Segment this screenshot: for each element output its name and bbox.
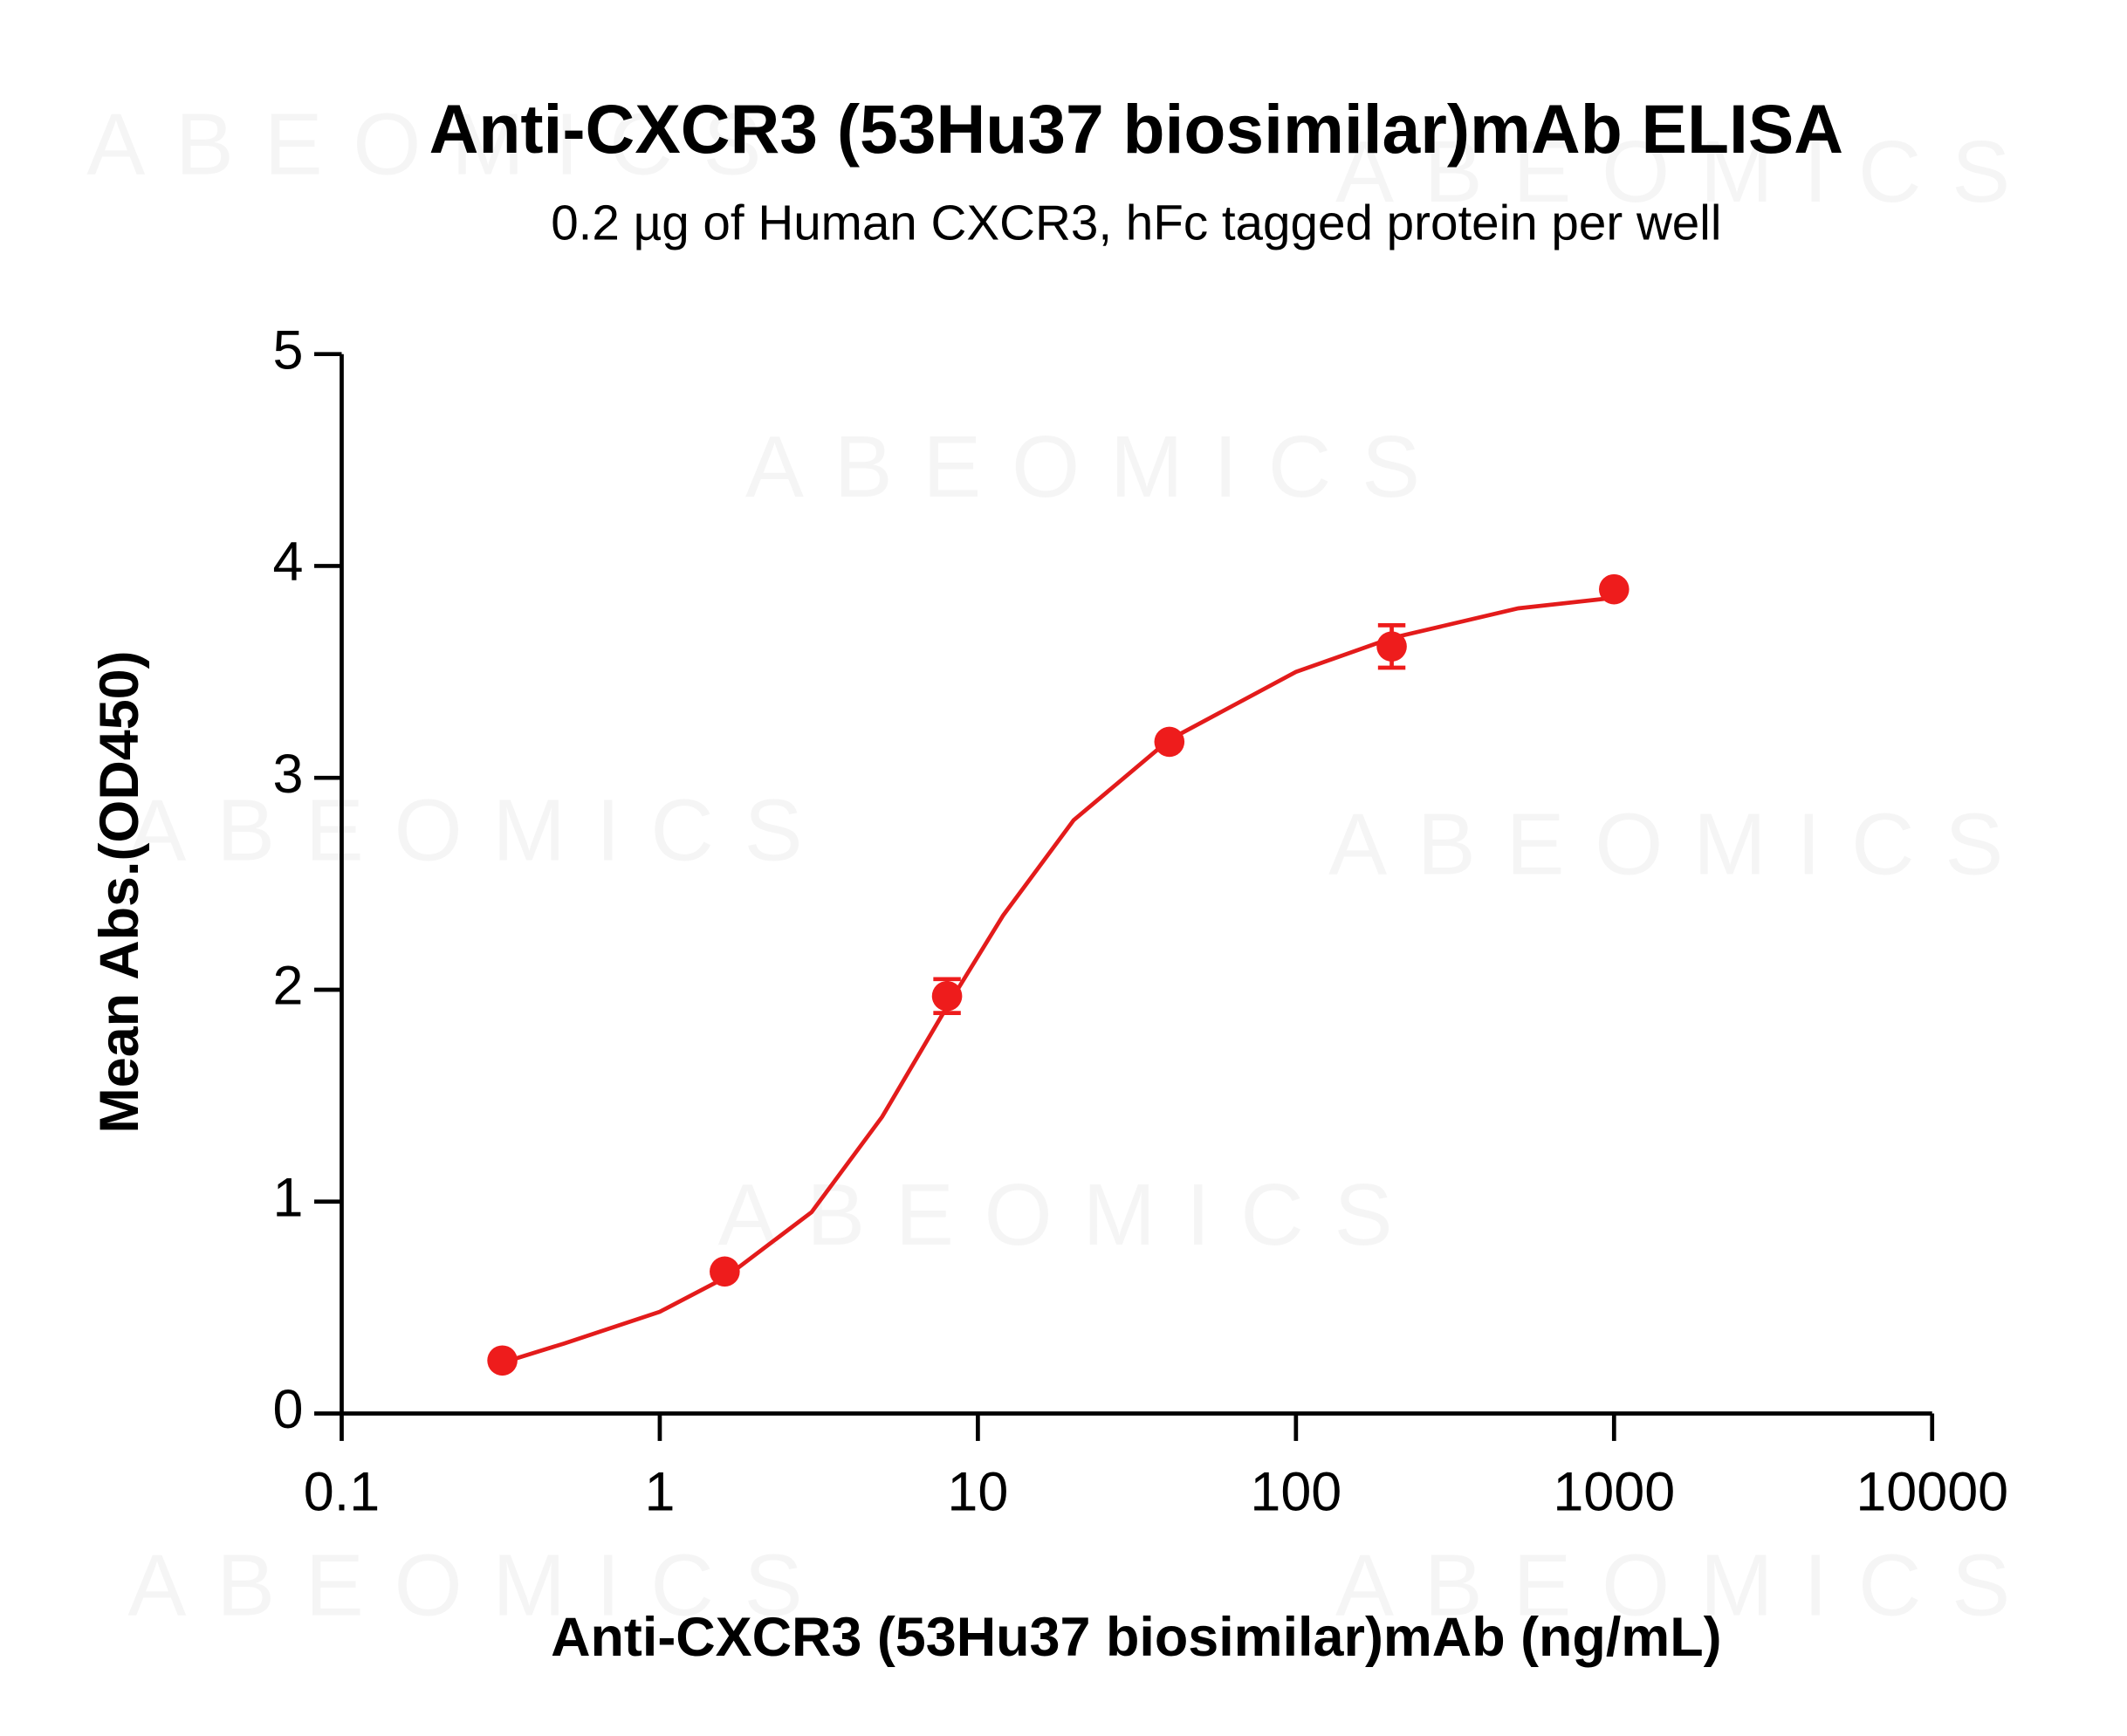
- y-tick-label: 5: [273, 319, 304, 381]
- watermark: ABEOMICS: [127, 1536, 833, 1634]
- watermark: ABEOMICS: [1335, 1536, 2041, 1634]
- watermark: ABEOMICS: [127, 782, 833, 880]
- watermarks: ABEOMICS ABEOMICS ABEOMICS ABEOMICS ABEOMICS…: [86, 96, 2041, 1635]
- data-point: [1154, 726, 1185, 758]
- y-tick-label: 0: [273, 1379, 304, 1440]
- x-axis-label: Anti-CXCR3 (53Hu37 biosimilar)mAb (ng/mL…: [551, 1607, 1721, 1668]
- data-point: [710, 1256, 740, 1287]
- watermark: ABEOMICS: [86, 96, 792, 194]
- data-point: [1598, 573, 1630, 605]
- chart-title: Anti-CXCR3 (53Hu37 biosimilar)mAb ELISA: [429, 91, 1843, 168]
- y-tick-label: 2: [273, 956, 304, 1017]
- watermark: ABEOMICS: [1335, 123, 2041, 221]
- x-tick-label: 0.1: [304, 1461, 380, 1522]
- data-point: [931, 980, 963, 1012]
- y-tick-label: 3: [273, 744, 304, 805]
- y-tick-label: 1: [273, 1167, 304, 1228]
- y-axis-label: Mean Abs.(OD450): [89, 650, 150, 1133]
- x-tick-label: 10: [947, 1461, 1008, 1522]
- chart-subtitle: 0.2 µg of Human CXCR3, hFc tagged protei…: [551, 195, 1721, 250]
- data-point: [487, 1345, 518, 1376]
- x-tick-label: 10000: [1856, 1461, 2008, 1522]
- x-tick-label: 1: [644, 1461, 675, 1522]
- fit-curve: [501, 595, 1615, 1365]
- data-point: [1376, 631, 1407, 662]
- watermark: ABEOMICS: [1328, 795, 2034, 893]
- x-tick-label: 100: [1250, 1461, 1341, 1522]
- y-tick-label: 4: [273, 532, 304, 593]
- x-tick-label: 1000: [1553, 1461, 1675, 1522]
- watermark: ABEOMICS: [745, 418, 1451, 516]
- watermark: ABEOMICS: [717, 1166, 1423, 1264]
